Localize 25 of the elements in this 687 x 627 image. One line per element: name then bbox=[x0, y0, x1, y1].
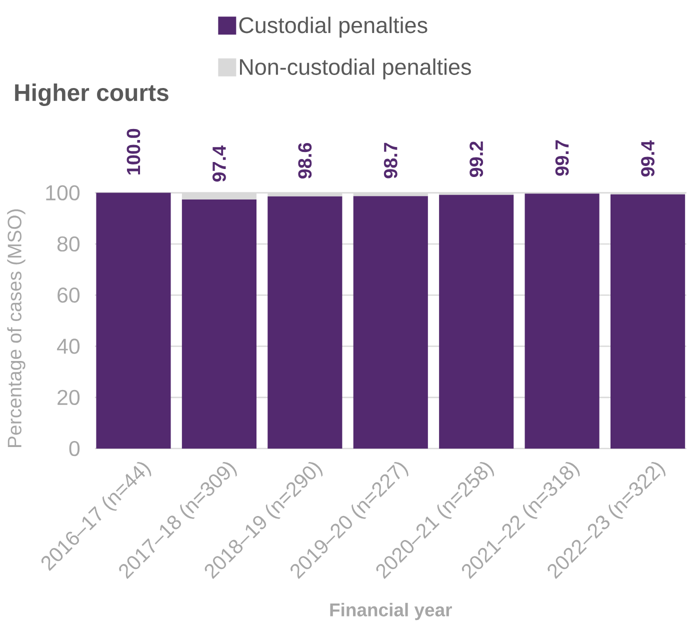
data-label: 99.2 bbox=[470, 141, 484, 177]
bar bbox=[439, 194, 514, 448]
x-axis-title: Financial year bbox=[330, 602, 452, 620]
bar bbox=[353, 196, 428, 448]
data-label: 99.7 bbox=[555, 140, 569, 176]
y-tick-label: 40 bbox=[56, 338, 80, 354]
y-tick-label: 80 bbox=[57, 236, 80, 252]
legend-label: Non-custodial penalties bbox=[240, 58, 471, 80]
y-tick-label: 20 bbox=[58, 390, 80, 405]
data-label: 97.4 bbox=[212, 145, 226, 182]
data-label: 100.0 bbox=[126, 128, 140, 174]
bar bbox=[96, 192, 171, 448]
y-tick-label: 0 bbox=[69, 440, 80, 456]
bar bbox=[610, 194, 686, 448]
bar bbox=[182, 199, 256, 448]
chart-title: Higher courts bbox=[15, 83, 168, 106]
bar bbox=[268, 196, 342, 448]
y-axis-title: Percentage of cases (MSO) bbox=[7, 209, 26, 447]
data-label: 99.4 bbox=[641, 140, 655, 176]
data-label: 98.7 bbox=[384, 142, 398, 178]
y-tick-label: 60 bbox=[58, 287, 80, 303]
y-tick-label: 100 bbox=[46, 185, 80, 200]
data-label: 98.6 bbox=[298, 142, 312, 178]
legend-label: Custodial penalties bbox=[239, 16, 428, 38]
bar bbox=[524, 193, 600, 448]
